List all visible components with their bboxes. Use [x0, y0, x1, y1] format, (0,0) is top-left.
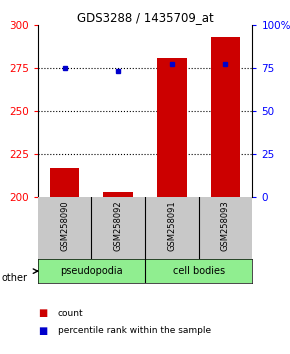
- Bar: [157, 57, 186, 197]
- Text: ■: ■: [38, 326, 47, 336]
- Bar: [38, 259, 145, 283]
- Text: pseudopodia: pseudopodia: [60, 266, 123, 276]
- Text: cell bodies: cell bodies: [173, 266, 225, 276]
- Text: other: other: [1, 273, 28, 283]
- Bar: [104, 192, 133, 197]
- Title: GDS3288 / 1435709_at: GDS3288 / 1435709_at: [77, 11, 213, 24]
- Text: GSM258093: GSM258093: [221, 200, 230, 251]
- Text: count: count: [58, 309, 84, 318]
- Text: GSM258092: GSM258092: [114, 200, 123, 251]
- Bar: [50, 168, 79, 197]
- Bar: [145, 259, 252, 283]
- Text: GSM258091: GSM258091: [167, 200, 176, 251]
- Bar: [211, 37, 240, 197]
- Text: percentile rank within the sample: percentile rank within the sample: [58, 326, 211, 336]
- Text: ■: ■: [38, 308, 47, 318]
- Text: GSM258090: GSM258090: [60, 200, 69, 251]
